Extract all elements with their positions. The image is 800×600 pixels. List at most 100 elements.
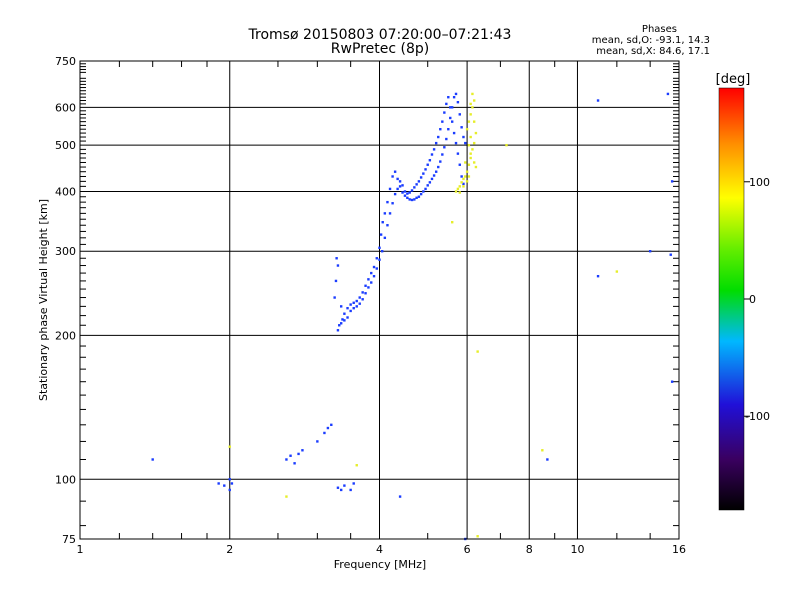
data-point — [367, 286, 370, 289]
data-point — [426, 163, 429, 166]
data-point — [465, 180, 469, 183]
data-point — [443, 111, 446, 114]
data-point — [452, 95, 456, 99]
data-point — [469, 135, 472, 139]
data-point — [352, 301, 355, 304]
y-axis-label: Stationary phase Virtual Height [km] — [37, 199, 50, 401]
colorbar — [718, 87, 745, 511]
data-point — [469, 152, 472, 155]
data-point — [422, 190, 425, 193]
data-point — [462, 177, 465, 181]
data-point — [333, 296, 336, 299]
data-point — [396, 187, 399, 191]
data-point — [670, 180, 674, 183]
data-point — [338, 324, 341, 327]
data-point — [370, 271, 373, 275]
data-point — [228, 478, 231, 481]
data-point — [467, 143, 471, 147]
y-tick-label: 750 — [55, 55, 76, 68]
data-point — [346, 316, 349, 319]
y-tick-label: 75 — [62, 533, 76, 546]
data-point — [380, 250, 384, 253]
data-point — [474, 165, 478, 169]
x-tick-label: 6 — [464, 543, 471, 556]
colorbar-label: [deg] — [716, 72, 751, 87]
data-point — [401, 191, 404, 194]
x-tick-label: 8 — [526, 543, 533, 556]
data-point — [417, 180, 421, 183]
data-point — [378, 246, 381, 249]
data-point — [458, 191, 461, 194]
data-point — [454, 92, 458, 96]
data-point — [449, 106, 452, 109]
phase-stats-heading: Phases — [641, 24, 677, 35]
data-point — [335, 257, 338, 260]
data-point — [393, 192, 397, 196]
data-point — [403, 194, 407, 197]
data-point — [454, 141, 458, 145]
data-point — [406, 192, 409, 195]
data-point — [228, 488, 231, 492]
data-point — [415, 196, 418, 200]
data-point — [372, 265, 376, 269]
data-point — [670, 380, 674, 383]
data-point — [361, 291, 364, 294]
data-point — [417, 195, 421, 198]
data-point — [426, 184, 429, 187]
data-point — [326, 426, 330, 430]
data-point — [316, 440, 319, 443]
data-point — [447, 127, 450, 131]
data-point — [450, 221, 454, 224]
data-point — [355, 305, 358, 308]
data-point — [443, 146, 446, 149]
data-point — [398, 180, 402, 183]
data-point — [441, 120, 444, 123]
data-point — [386, 200, 389, 204]
x-axis-label: Frequency [MHz] — [334, 558, 426, 571]
data-point — [465, 127, 469, 131]
data-point — [349, 303, 352, 306]
data-point — [472, 161, 476, 164]
data-point — [355, 464, 358, 467]
data-point — [460, 175, 463, 178]
grid-lines — [80, 61, 679, 539]
data-point — [419, 176, 423, 179]
y-tick-label: 600 — [55, 101, 76, 114]
data-point — [293, 462, 296, 465]
data-point — [408, 198, 411, 201]
data-point — [391, 175, 394, 178]
data-point — [341, 318, 344, 321]
x-tick-label: 2 — [226, 543, 233, 556]
data-point — [471, 106, 474, 109]
data-point — [413, 186, 416, 189]
data-point — [505, 143, 508, 147]
data-point — [343, 319, 346, 322]
x-tick-label: 4 — [376, 543, 383, 556]
data-point — [437, 135, 440, 139]
data-point — [464, 175, 467, 178]
data-point — [445, 137, 448, 141]
data-point — [439, 160, 442, 163]
chart-subtitle: RwPretec (8p) — [330, 41, 430, 57]
phase-stats-x: mean, sd,X: 84.6, 17.1 — [596, 46, 710, 57]
data-point — [323, 431, 326, 435]
data-point — [422, 172, 425, 175]
data-point — [391, 202, 394, 205]
data-point — [301, 449, 304, 452]
data-point — [437, 165, 440, 169]
data-point — [430, 153, 434, 156]
data-points — [151, 92, 674, 541]
data-point — [372, 274, 376, 278]
data-point — [439, 127, 442, 131]
data-point — [339, 305, 343, 308]
data-point — [458, 163, 461, 166]
x-ticks: 1 2 4 6 8 10 16 — [77, 61, 686, 556]
data-point — [361, 298, 364, 301]
data-point — [330, 423, 333, 427]
data-point — [472, 120, 476, 123]
data-point — [403, 190, 407, 193]
data-point — [546, 458, 549, 461]
data-point — [462, 135, 465, 139]
data-point — [615, 270, 619, 273]
